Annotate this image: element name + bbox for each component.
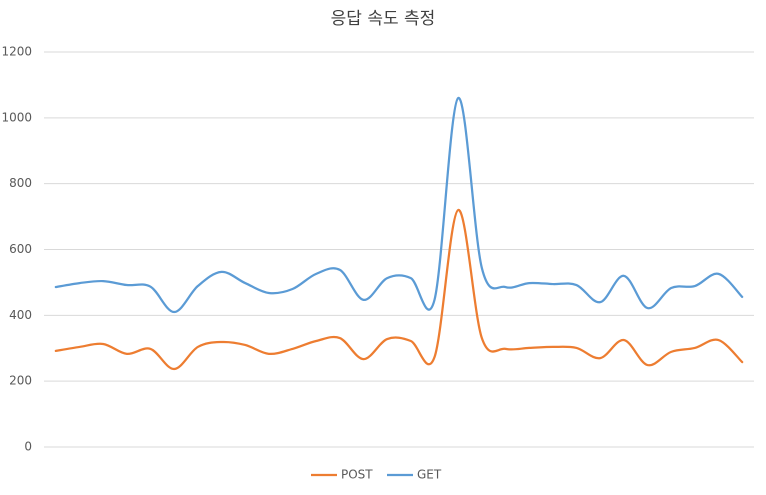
y-tick-label: 800 — [9, 176, 32, 190]
y-tick-label: 200 — [9, 374, 32, 388]
line-series — [54, 208, 744, 371]
y-tick-label: 0 — [24, 440, 32, 454]
y-tick-label: 400 — [9, 308, 32, 322]
legend-label: POST — [341, 468, 373, 482]
y-tick-label: 1200 — [1, 45, 32, 59]
chart-title: 응답 속도 측정 — [331, 9, 436, 29]
y-tick-label: 1000 — [1, 110, 32, 124]
line-series — [54, 96, 744, 314]
legend-label: GET — [417, 468, 442, 482]
y-tick-label: 600 — [9, 242, 32, 256]
